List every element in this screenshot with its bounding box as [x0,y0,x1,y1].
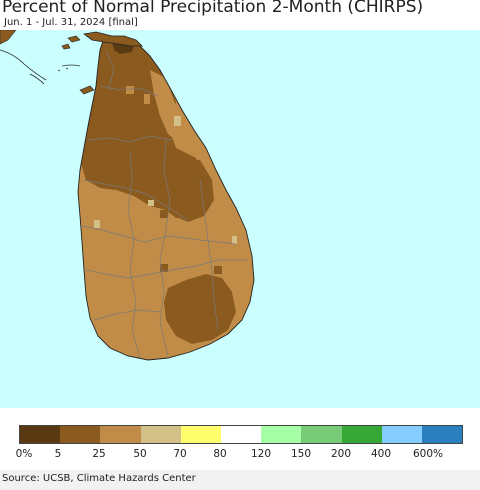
sri-lanka-coastline [77,35,255,361]
pixel-cell [196,150,204,158]
legend-label: 120 [250,448,272,460]
legend-swatch-9 [381,426,422,443]
legend-label: 25 [92,448,106,460]
legend-swatch-5 [220,426,262,443]
india-coastline [0,49,47,85]
legend-label: 150 [290,448,312,460]
legend-swatch-0 [20,426,61,443]
legend-swatch-2 [100,426,141,443]
northern-islets [61,35,81,50]
source-credit: Source: UCSB, Climate Hazards Center [2,473,196,484]
legend-label: 200 [330,448,352,460]
legend-label: 600% [412,448,444,460]
legend-swatch-3 [140,426,181,443]
legend-label: 70 [173,448,187,460]
legend-swatch-10 [421,426,463,443]
pixel-cell [214,266,222,274]
map-subtitle: Jun. 1 - Jul. 31, 2024 [final] [4,17,138,28]
jaffna-peninsula [83,31,143,47]
pixel-cell [160,264,168,272]
legend-label: 50 [133,448,147,460]
light-spot [148,200,154,206]
district-boundaries [81,49,248,359]
east-central-zone [170,160,214,222]
legend-label: 400 [370,448,392,460]
map-title: Percent of Normal Precipitation 2-Month … [2,0,424,17]
pixel-cell [126,86,134,94]
light-spot [94,220,100,228]
southeast-dry-zone [164,274,236,344]
pixel-cell [144,94,150,104]
legend-swatch-7 [301,426,342,443]
legend-swatch-1 [60,426,101,443]
light-spot [174,116,181,126]
pixel-cell [100,178,108,186]
legend-label: 5 [54,448,62,460]
map-svg [0,30,480,408]
legend-colorbar [19,425,463,444]
legend-swatch-8 [341,426,382,443]
legend-labels: 0% 5 25 50 70 80 120 150 200 400 600% [0,448,480,462]
pixel-cell [160,210,168,218]
mannar-island [79,85,95,95]
light-spot [232,236,237,244]
legend-swatch-4 [180,426,221,443]
adams-bridge [57,64,81,72]
footer-bar: Source: UCSB, Climate Hazards Center [0,470,480,490]
legend-swatch-6 [261,426,302,443]
legend-label: 80 [213,448,227,460]
precipitation-map [0,30,480,408]
legend-label: 0% [15,448,33,460]
india-landmass [0,30,17,45]
